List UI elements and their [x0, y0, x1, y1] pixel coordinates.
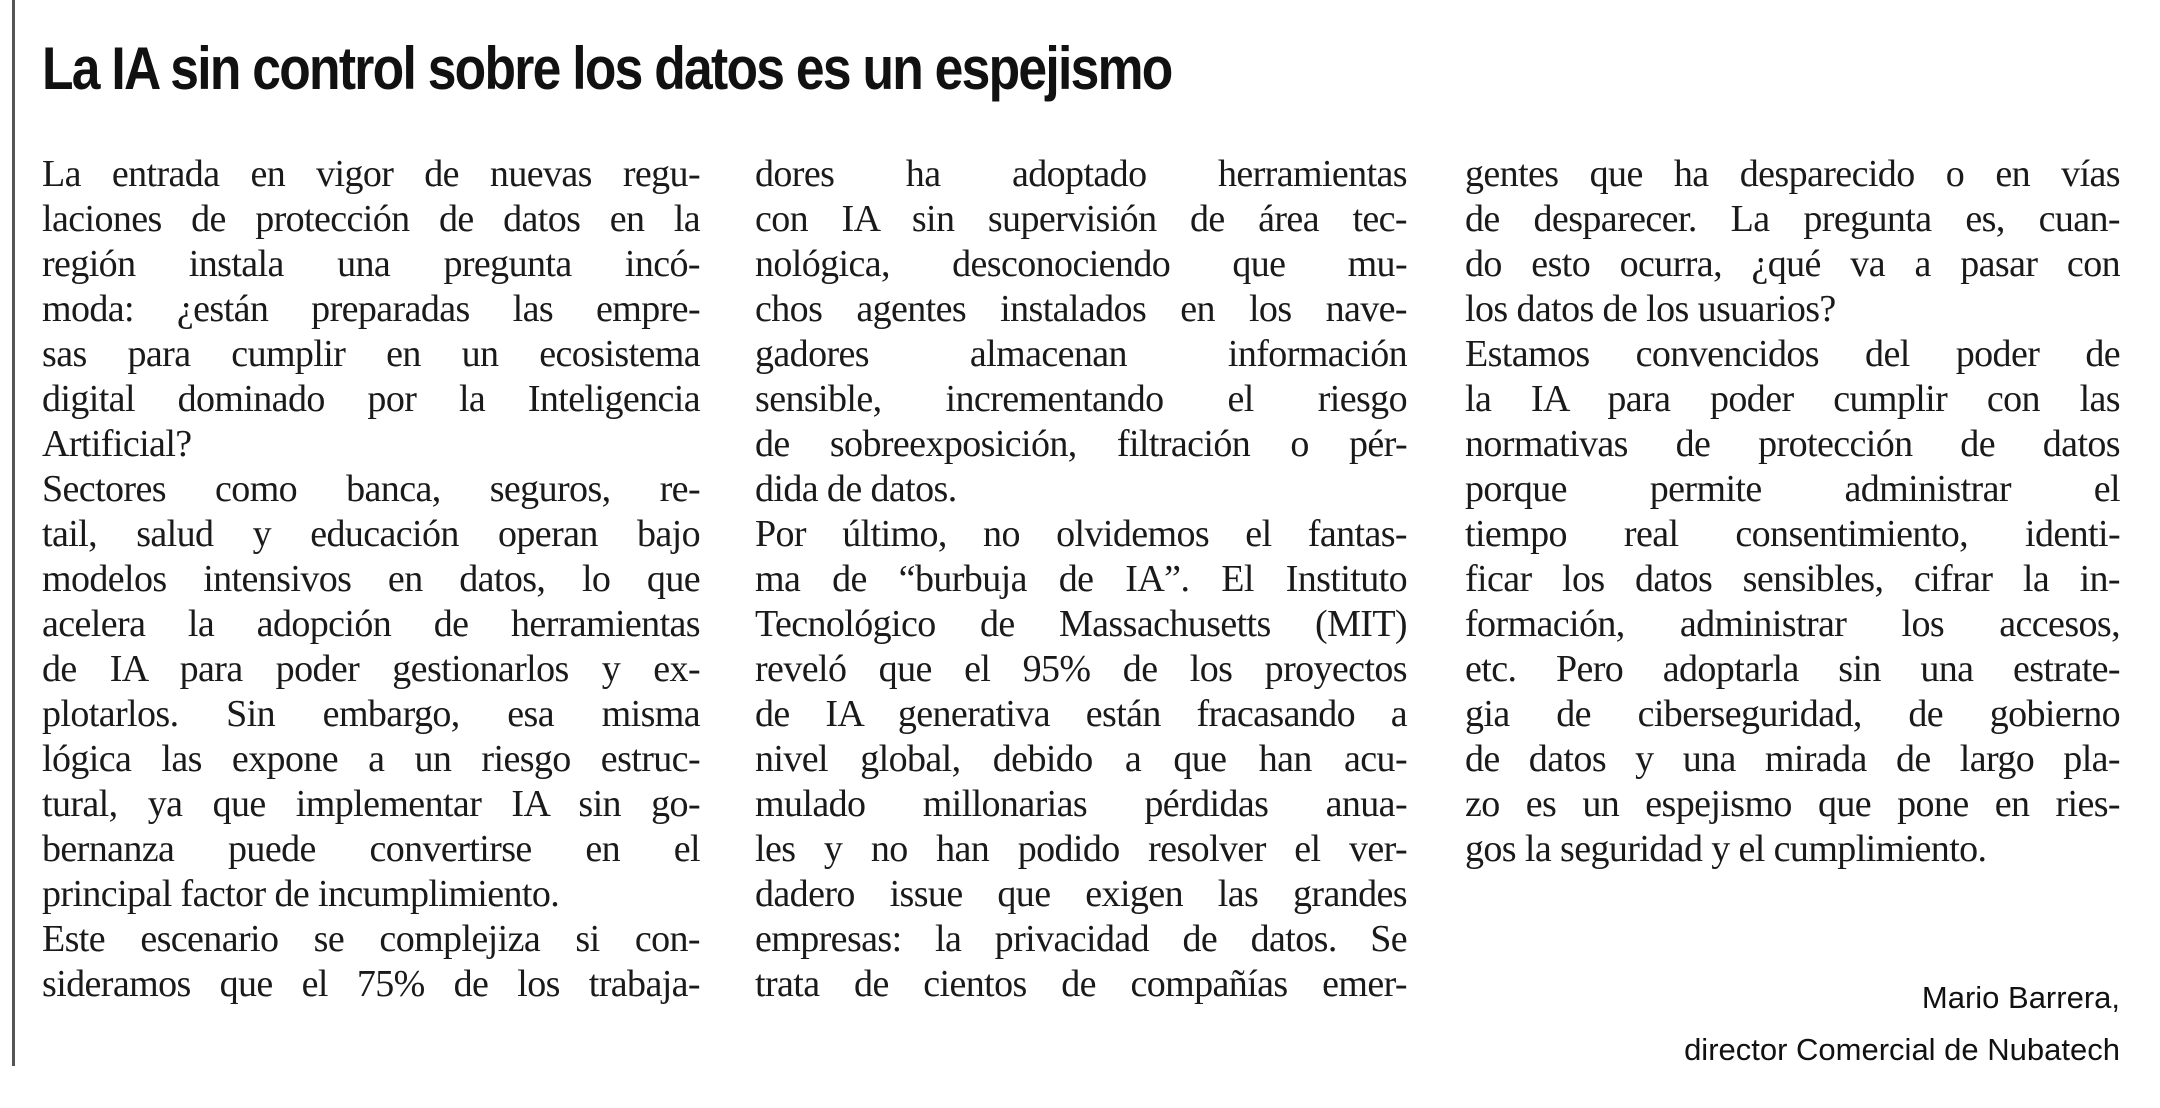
column-rule [12, 0, 15, 1066]
article-column-2: dores ha adoptado herramientas con IA sin… [755, 152, 1408, 1007]
text-line: normativas de protección de datos [1465, 423, 2121, 465]
text-line: tural, ya que implementar IA sin go- [42, 783, 701, 825]
text-line: Sectores como banca, seguros, re- [42, 468, 701, 510]
text-line: sas para cumplir en un ecosistema [42, 333, 701, 375]
text-line: tail, salud y educación operan bajo [42, 513, 701, 555]
text-line: nivel global, debido a que han acu- [755, 738, 1408, 780]
text-line: formación, administrar los accesos, [1465, 603, 2121, 645]
text-line: principal factor de incumplimiento. [42, 873, 560, 915]
text-line: sideramos que el 75% de los trabaja- [42, 963, 701, 1005]
text-line: Tecnológico de Massachusetts (MIT) [755, 603, 1408, 645]
text-line: moda: ¿están preparadas las empre- [42, 288, 701, 330]
text-line: de sobreexposición, filtración o pér- [755, 423, 1408, 465]
text-line: reveló que el 95% de los proyectos [755, 648, 1408, 690]
text-line: gentes que ha desparecido o en vías [1465, 153, 2121, 195]
text-line: ficar los datos sensibles, cifrar la in- [1465, 558, 2121, 600]
article-column-3: gentes que ha desparecido o en vías de de… [1465, 152, 2121, 872]
text-line: nológica, desconociendo que mu- [755, 243, 1408, 285]
text-line: dadero issue que exigen las grandes [755, 873, 1408, 915]
text-line: los datos de los usuarios? [1465, 288, 1836, 330]
text-line: gadores almacenan información [755, 333, 1408, 375]
text-line: trata de cientos de compañías emer- [755, 963, 1408, 1005]
text-line: Este escenario se complejiza si con- [42, 918, 701, 960]
text-line: modelos intensivos en datos, lo que [42, 558, 701, 600]
text-line: ma de “burbuja de IA”. El Instituto [755, 558, 1408, 600]
text-line: gia de ciberseguridad, de gobierno [1465, 693, 2121, 735]
text-line: dida de datos. [755, 468, 957, 510]
text-line: porque permite administrar el [1465, 468, 2121, 510]
text-line: digital dominado por la Inteligencia [42, 378, 701, 420]
text-line: etc. Pero adoptarla sin una estrate- [1465, 648, 2121, 690]
text-line: Estamos convencidos del poder de [1465, 333, 2121, 375]
text-line: dores ha adoptado herramientas [755, 153, 1408, 195]
article-title: La IA sin control sobre los datos es un … [42, 35, 1173, 102]
text-line: do esto ocurra, ¿qué va a pasar con [1465, 243, 2121, 285]
text-line: la IA para poder cumplir con las [1465, 378, 2121, 420]
text-line: lógica las expone a un riesgo estruc- [42, 738, 701, 780]
author-role: director Comercial de Nubatech [1684, 1032, 2120, 1067]
text-line: tiempo real consentimiento, identi- [1465, 513, 2121, 555]
text-line: les y no han podido resolver el ver- [755, 828, 1408, 870]
text-line: empresas: la privacidad de datos. Se [755, 918, 1408, 960]
author-name: Mario Barrera, [1921, 980, 2120, 1015]
text-line: de IA generativa están fracasando a [755, 693, 1408, 735]
text-line: gos la seguridad y el cumplimiento. [1465, 828, 1987, 870]
text-line: Artificial? [42, 423, 192, 465]
text-line: zo es un espejismo que pone en ries- [1465, 783, 2121, 825]
text-line: acelera la adopción de herramientas [42, 603, 701, 645]
text-line: chos agentes instalados en los nave- [755, 288, 1408, 330]
text-line: laciones de protección de datos en la [42, 198, 701, 240]
text-line: plotarlos. Sin embargo, esa misma [42, 693, 701, 735]
text-line: de IA para poder gestionarlos y ex- [42, 648, 701, 690]
text-line: con IA sin supervisión de área tec- [755, 198, 1408, 240]
text-line: región instala una pregunta incó- [42, 243, 701, 285]
article-column-1: La entrada en vigor de nuevas regu-lacio… [42, 152, 701, 1007]
text-line: sensible, incrementando el riesgo [755, 378, 1408, 420]
text-line: La entrada en vigor de nuevas regu- [42, 153, 701, 195]
text-line: bernanza puede convertirse en el [42, 828, 701, 870]
text-line: de datos y una mirada de largo pla- [1465, 738, 2121, 780]
text-line: Por último, no olvidemos el fantas- [755, 513, 1408, 555]
text-line: de desparecer. La pregunta es, cuan- [1465, 198, 2121, 240]
text-line: mulado millonarias pérdidas anua- [755, 783, 1408, 825]
